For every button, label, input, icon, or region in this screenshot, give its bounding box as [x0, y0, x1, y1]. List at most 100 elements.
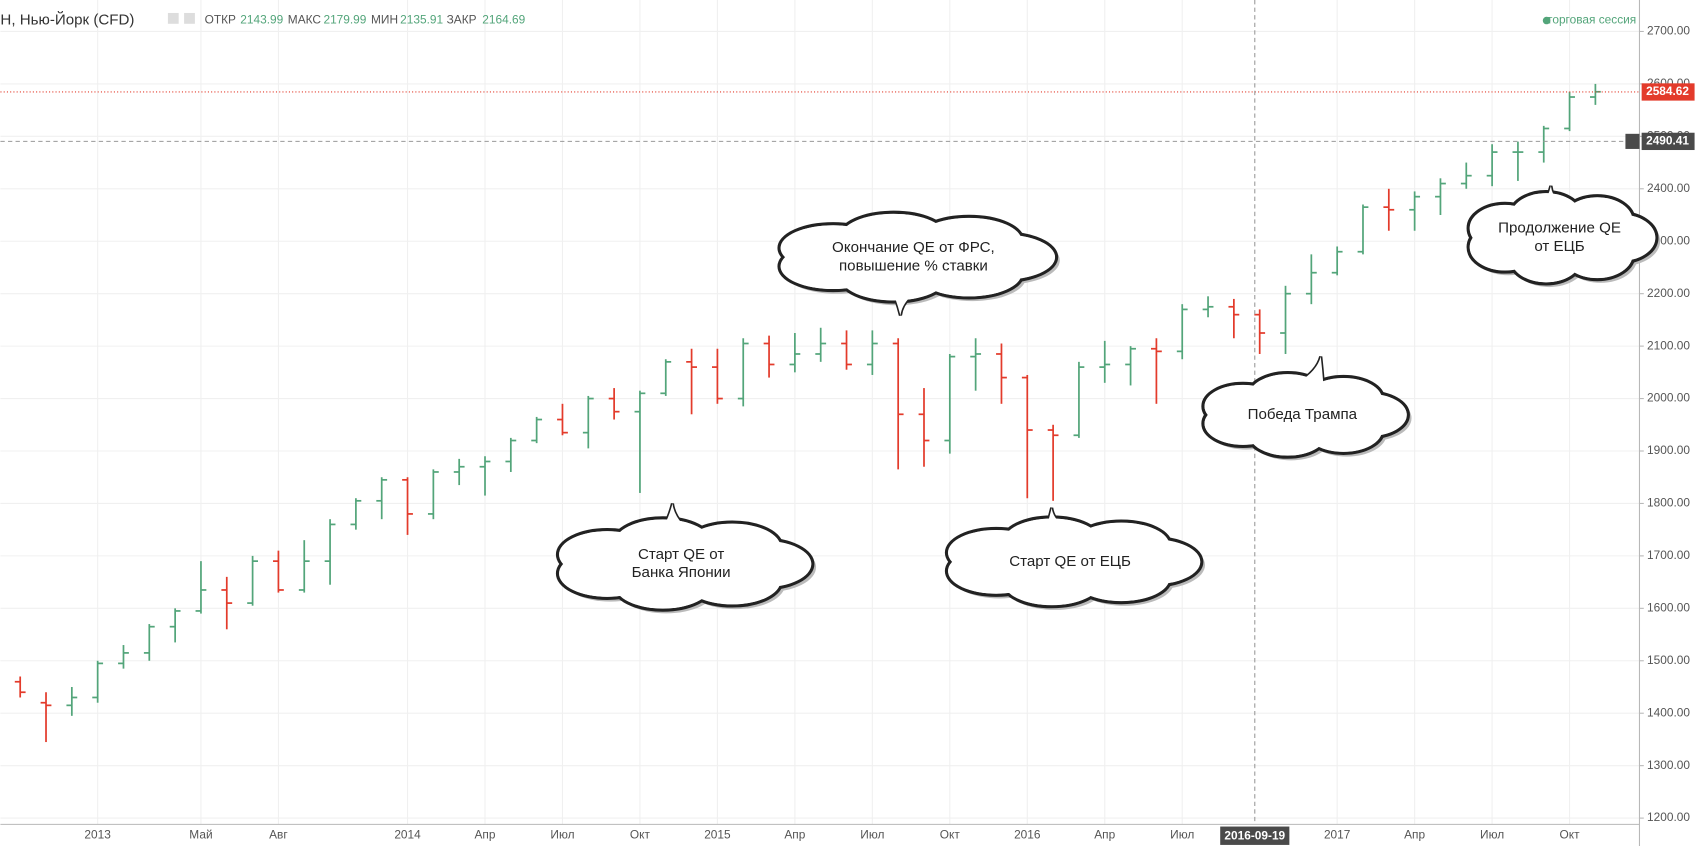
stat-label: МИН: [371, 13, 398, 27]
stat-value: 2135.91: [400, 13, 443, 27]
cloud-fill: [1487, 208, 1632, 268]
ohlc-bar: [634, 390, 646, 493]
ohlc-bar: [1151, 338, 1162, 404]
ohlc-bar: [892, 338, 904, 470]
ohlc-bar: [14, 676, 26, 698]
stat-value: 2179.99: [323, 13, 366, 27]
ohlc-bar: [1280, 285, 1291, 354]
cloud-fill: [1223, 387, 1381, 442]
ohlc-bar: [1383, 188, 1395, 231]
ohlc-bar: [273, 550, 284, 593]
y-tick-label: 1500.00: [1647, 653, 1690, 667]
x-tick-label: 2017: [1324, 827, 1350, 841]
annotation-text: от ЕЦБ: [1534, 238, 1584, 255]
ohlc-bar: [557, 403, 568, 436]
ohlc-bar: [221, 576, 233, 630]
x-tick-label: Апр: [1094, 827, 1115, 841]
cloud-tail-fill: [1532, 185, 1582, 215]
ohlc-bar: [324, 519, 336, 585]
crosshair-price-box: [1641, 132, 1695, 151]
ohlc-bar: [453, 458, 465, 486]
ohlc-bar: [944, 353, 956, 454]
x-tick-label: Июл: [860, 827, 884, 841]
ohlc-bar: [970, 338, 982, 391]
ohlc-bar: [918, 388, 930, 467]
y-tick-label: 1400.00: [1647, 705, 1690, 719]
ohlc-bar: [686, 348, 697, 415]
last-price-box: [1641, 83, 1695, 101]
stat-label: МАКС: [288, 13, 322, 27]
cloud-tail-fill: [886, 279, 936, 316]
x-tick-label: Апр: [1404, 827, 1425, 841]
x-tick-label: Июл: [1480, 827, 1504, 841]
ohlc-bar: [1176, 304, 1188, 360]
x-tick-label: Июл: [1170, 827, 1194, 841]
x-tick-label: Авг: [269, 827, 288, 841]
ohlc-bar: [169, 608, 181, 643]
annotation-text: повышение % ставки: [839, 257, 988, 274]
x-tick-label: Окт: [940, 827, 961, 841]
ohlc-bar: [996, 343, 1007, 404]
cloud-fill: [583, 534, 779, 594]
annotation-text: Банка Японии: [632, 564, 731, 581]
x-tick-label: Окт: [1560, 827, 1581, 841]
grid: [0, 0, 1640, 825]
ohlc-bar: [1021, 374, 1033, 499]
cloud-fill: [972, 533, 1168, 591]
x-tick-label: Май: [189, 827, 212, 841]
cloud-tail-fill: [1275, 356, 1324, 394]
crosshair-plus[interactable]: [1625, 133, 1640, 149]
crosshair-date-box: [1220, 826, 1290, 845]
x-tick-label: Апр: [475, 827, 496, 841]
icon[interactable]: [184, 12, 195, 24]
icon[interactable]: [167, 12, 179, 24]
x-tick-label: Июл: [550, 827, 574, 841]
ohlc-bar: [1409, 191, 1421, 231]
ohlc-bar: [1435, 178, 1446, 216]
ohlc-bar: [66, 686, 78, 716]
y-tick-label: 1800.00: [1647, 496, 1690, 510]
bars: [14, 83, 1601, 743]
ohlc-bar: [143, 624, 155, 661]
ohlc-bar: [40, 692, 52, 743]
x-tick-label: 2016: [1014, 827, 1041, 841]
stat-value: 2164.69: [482, 13, 525, 27]
ohlc-bar: [92, 660, 104, 703]
ohlc-bar: [866, 330, 878, 375]
ohlc-bar: [1538, 125, 1550, 163]
ohlc-bar: [737, 338, 749, 407]
ohlc-bar: [479, 456, 491, 496]
ohlc-bar: [789, 333, 801, 373]
header: Н, Нью-Йорк (CFD) торговая сессия ОТКР 21…: [0, 11, 1636, 29]
ohlc-bar: [376, 477, 388, 520]
y-tick-label: 2100.00: [1647, 338, 1690, 352]
ohlc-bar: [1589, 83, 1601, 105]
cloud: Старт QE от ЕЦБ: [944, 507, 1206, 610]
ohlc-bar: [608, 388, 620, 420]
y-tick-label: 1200.00: [1647, 810, 1690, 824]
cloud: Окончание QE от ФРС,повышение % ставки: [777, 210, 1060, 316]
annotation-text: Окончание QE от ФРС,: [832, 239, 995, 256]
ohlc-bar: [712, 348, 723, 404]
ohlc-bar: [350, 498, 362, 530]
ohlc-bar: [1486, 144, 1498, 187]
ohlc-bar: [815, 327, 827, 362]
ohlc-bar: [1073, 361, 1085, 438]
y-tick-label: 1900.00: [1647, 443, 1690, 457]
x-tick-label: Окт: [630, 827, 651, 841]
ohlc-bar: [1047, 424, 1059, 501]
ohlc-bar: [1357, 204, 1369, 255]
y-tick-label: 2400.00: [1647, 181, 1690, 195]
cloud-tail-fill: [654, 503, 703, 541]
x-tick-label: 2014: [394, 827, 421, 841]
ohlc-bar: [195, 561, 207, 614]
ohlc-bar: [1228, 298, 1240, 339]
annotation-text: Победа Трампа: [1248, 406, 1358, 423]
crosshair-date: 2016-09-19: [1224, 828, 1285, 842]
y-tick-label: 1300.00: [1647, 758, 1690, 772]
ohlc-bar: [505, 437, 517, 472]
ohlc-bar: [531, 416, 543, 444]
